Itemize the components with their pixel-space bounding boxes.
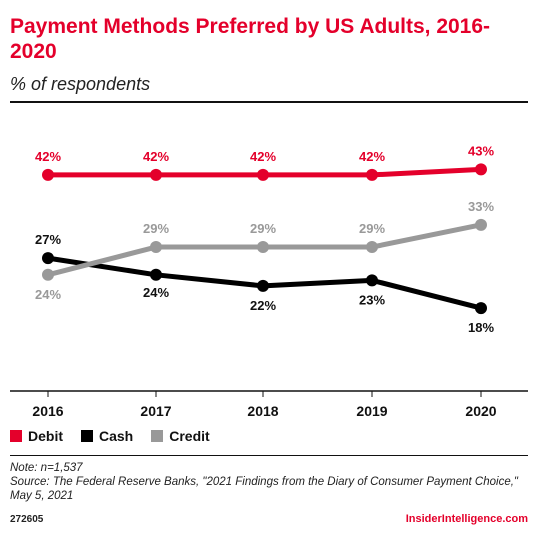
legend-item-debit: Debit [10,428,63,444]
legend: Debit Cash Credit [10,428,210,444]
point-debit-2020 [475,163,487,176]
point-credit-2016 [42,268,54,281]
data-label-credit-2018: 29% [250,221,276,236]
data-label-debit-2018: 42% [250,149,276,164]
point-cash-2018 [257,279,269,292]
data-label-cash-2017: 24% [143,285,169,300]
legend-label-debit: Debit [28,428,63,444]
x-tick-label-2019: 2019 [356,403,387,419]
legend-swatch-cash [81,430,93,442]
source-text: Source: The Federal Reserve Banks, "2021… [10,476,519,502]
note-text: Note: n=1,537 [10,462,83,474]
line-chart: 2016 2017 2018 2019 2020 42% 42% 42% 42% 43% 27% 2… [10,143,528,419]
brand-link[interactable]: InsiderIntelligence.com [405,513,528,525]
x-axis: 2016 2017 2018 2019 2020 [10,390,528,419]
point-credit-2020 [475,218,487,231]
x-tick-label-2020: 2020 [465,403,496,419]
data-label-debit-2019: 42% [359,149,385,164]
data-label-cash-2020: 18% [468,320,494,335]
point-cash-2020 [475,302,487,315]
point-credit-2017 [150,241,162,254]
point-debit-2018 [257,168,269,181]
legend-swatch-credit [151,430,164,442]
legend-item-cash: Cash [81,428,133,444]
bottom-rule [10,455,528,456]
x-tick-label-2016: 2016 [32,403,63,419]
data-label-credit-2019: 29% [359,221,385,236]
chart-id: 272605 [10,514,44,525]
point-debit-2017 [150,168,162,181]
data-label-debit-2017: 42% [143,149,169,164]
legend-item-credit: Credit [151,428,210,444]
data-label-debit-2020: 43% [468,143,494,158]
chart-title: Payment Methods Preferred by US Adults, … [10,15,491,63]
series-layer [42,163,487,315]
data-label-cash-2019: 23% [359,292,385,307]
x-tick-label-2017: 2017 [140,403,171,419]
point-cash-2016 [42,252,54,265]
x-tick-label-2018: 2018 [247,403,278,419]
top-rule [10,101,528,103]
chart-subtitle: % of respondents [10,74,151,94]
point-cash-2019 [366,274,378,287]
data-label-credit-2017: 29% [143,221,169,236]
footnote: Note: n=1,537 Source: The Federal Reserv… [10,461,528,503]
point-credit-2019 [366,241,378,254]
point-debit-2019 [366,168,378,181]
legend-label-cash: Cash [99,428,134,444]
data-label-credit-2020: 33% [468,199,494,214]
point-credit-2018 [257,241,269,254]
data-label-cash-2016: 27% [35,232,61,247]
data-labels: 42% 42% 42% 42% 43% 27% 24% 22% 23% 18% 24% 29% 29% 2… [35,143,494,335]
point-debit-2016 [42,168,54,181]
data-label-credit-2016: 24% [35,287,61,302]
legend-swatch-debit [10,430,22,442]
legend-label-credit: Credit [169,428,210,444]
data-label-debit-2016: 42% [35,149,61,164]
point-cash-2017 [150,268,162,281]
data-label-cash-2018: 22% [250,298,276,313]
